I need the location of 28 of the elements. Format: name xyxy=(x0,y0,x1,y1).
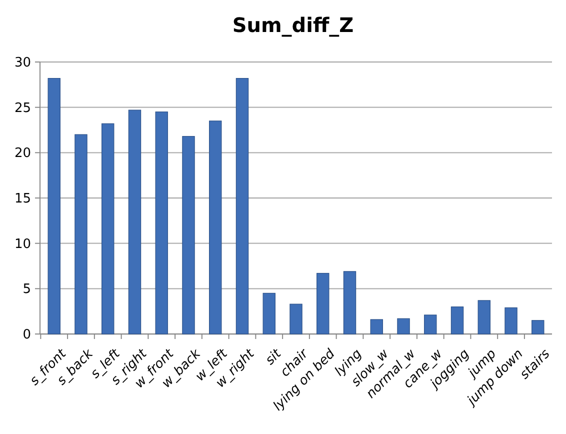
bar xyxy=(48,78,60,334)
y-tick-label: 25 xyxy=(14,100,31,116)
chart-title: Sum_diff_Z xyxy=(232,13,354,37)
y-tick-label: 15 xyxy=(14,192,31,207)
bar xyxy=(102,123,114,334)
x-tick-label: sit xyxy=(262,346,286,368)
bar xyxy=(74,134,88,334)
bar xyxy=(209,120,222,334)
bar xyxy=(532,320,544,334)
bar xyxy=(478,300,490,334)
bar xyxy=(182,136,195,334)
bar xyxy=(155,112,168,334)
y-tick-label: 20 xyxy=(14,146,31,162)
bar xyxy=(236,78,249,334)
y-tick-label: 10 xyxy=(14,236,31,252)
bar xyxy=(316,272,330,334)
bar xyxy=(128,110,142,334)
y-tick-label: 5 xyxy=(22,282,31,298)
bar xyxy=(450,306,464,334)
bar xyxy=(397,318,410,334)
bar xyxy=(343,271,356,334)
y-tick-label: 30 xyxy=(14,56,31,71)
bar xyxy=(424,314,437,334)
bar xyxy=(504,307,518,334)
bar xyxy=(370,319,383,334)
bar xyxy=(290,304,302,334)
bar xyxy=(262,292,276,334)
y-tick-label: 0 xyxy=(22,328,31,343)
